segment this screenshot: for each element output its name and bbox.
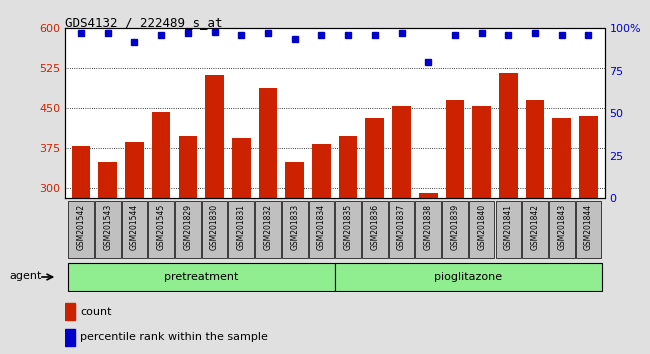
Text: GDS4132 / 222489_s_at: GDS4132 / 222489_s_at xyxy=(65,16,222,29)
Bar xyxy=(335,201,361,258)
Text: GSM201844: GSM201844 xyxy=(584,204,593,250)
Bar xyxy=(309,201,334,258)
Bar xyxy=(65,303,75,320)
Bar xyxy=(495,201,521,258)
Bar xyxy=(442,201,468,258)
Bar xyxy=(335,263,602,291)
Text: GSM201830: GSM201830 xyxy=(210,204,219,250)
Text: agent: agent xyxy=(10,270,42,280)
Text: GSM201831: GSM201831 xyxy=(237,204,246,250)
Bar xyxy=(285,162,304,347)
Bar xyxy=(499,73,517,347)
Bar xyxy=(415,201,441,258)
Bar xyxy=(122,201,148,258)
Bar xyxy=(175,201,201,258)
Text: GSM201829: GSM201829 xyxy=(183,204,192,250)
Text: percentile rank within the sample: percentile rank within the sample xyxy=(80,332,268,342)
Bar xyxy=(576,201,601,258)
Bar xyxy=(522,201,548,258)
Bar xyxy=(228,201,254,258)
Text: GSM201836: GSM201836 xyxy=(370,204,380,250)
Bar xyxy=(98,162,117,347)
Bar xyxy=(552,118,571,347)
Bar xyxy=(362,201,387,258)
Bar xyxy=(446,100,464,347)
Bar xyxy=(65,329,75,346)
Text: GSM201835: GSM201835 xyxy=(344,204,352,250)
Bar xyxy=(72,146,90,347)
Bar xyxy=(389,201,414,258)
Bar xyxy=(419,193,437,347)
Text: GSM201834: GSM201834 xyxy=(317,204,326,250)
Text: pioglitazone: pioglitazone xyxy=(434,272,502,282)
Text: GSM201842: GSM201842 xyxy=(530,204,540,250)
Bar xyxy=(152,112,170,347)
Text: count: count xyxy=(80,307,112,316)
Bar xyxy=(125,142,144,347)
Text: pretreatment: pretreatment xyxy=(164,272,239,282)
Bar xyxy=(549,201,575,258)
Bar xyxy=(232,138,251,347)
Text: GSM201545: GSM201545 xyxy=(157,204,166,250)
Bar xyxy=(179,136,197,347)
Bar xyxy=(392,106,411,347)
Bar xyxy=(205,75,224,347)
Bar xyxy=(312,144,331,347)
Bar xyxy=(255,201,281,258)
Bar xyxy=(259,88,278,347)
Bar xyxy=(282,201,307,258)
Bar xyxy=(473,106,491,347)
Text: GSM201841: GSM201841 xyxy=(504,204,513,250)
Text: GSM201833: GSM201833 xyxy=(290,204,299,250)
Text: GSM201838: GSM201838 xyxy=(424,204,433,250)
Bar xyxy=(68,201,94,258)
Text: GSM201544: GSM201544 xyxy=(130,204,139,250)
Text: GSM201837: GSM201837 xyxy=(397,204,406,250)
Bar xyxy=(148,201,174,258)
Bar xyxy=(526,100,545,347)
Bar xyxy=(469,201,495,258)
Bar xyxy=(68,263,335,291)
Bar xyxy=(339,136,358,347)
Text: GSM201832: GSM201832 xyxy=(263,204,272,250)
Bar xyxy=(202,201,228,258)
Bar xyxy=(365,118,384,347)
Bar xyxy=(579,116,598,347)
Bar xyxy=(95,201,120,258)
Text: GSM201543: GSM201543 xyxy=(103,204,112,250)
Text: GSM201843: GSM201843 xyxy=(557,204,566,250)
Text: GSM201840: GSM201840 xyxy=(477,204,486,250)
Text: GSM201542: GSM201542 xyxy=(77,204,86,250)
Text: GSM201839: GSM201839 xyxy=(450,204,460,250)
